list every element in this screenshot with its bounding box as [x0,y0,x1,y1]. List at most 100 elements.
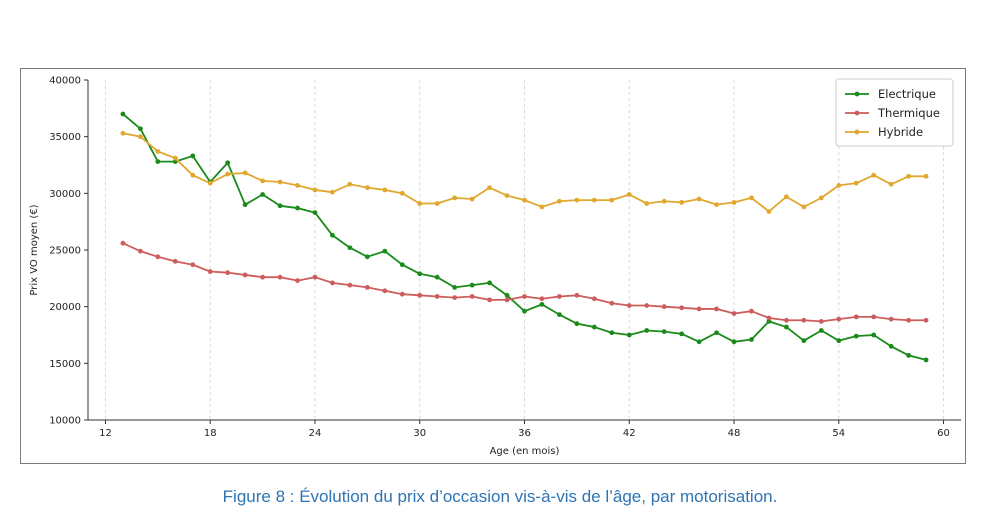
data-point-thermique-59 [923,317,929,323]
data-point-thermique-51 [784,317,789,323]
y-tick-label-25000: 25000 [49,246,81,257]
data-point-electrique-24 [312,210,318,216]
y-axis-label: Prix VO moyen (€) [29,204,40,295]
data-point-hybride-50 [766,209,772,214]
data-point-hybride-27 [364,185,370,191]
data-point-electrique-51 [784,324,789,330]
legend-label-thermique: Thermique [877,106,940,120]
data-point-electrique-45 [679,331,685,337]
x-tick-label-12: 12 [99,428,112,439]
data-point-thermique-44 [661,304,667,310]
data-point-thermique-53 [818,319,824,324]
series-hybride [120,130,929,214]
data-point-electrique-21 [260,192,265,197]
y-tick-label-35000: 35000 [49,132,81,143]
data-point-thermique-35 [504,297,510,303]
data-point-hybride-52 [801,204,807,210]
data-point-thermique-19 [225,270,231,276]
data-point-thermique-22 [277,274,283,280]
data-point-electrique-37 [539,302,545,307]
data-point-hybride-28 [382,187,388,193]
data-point-electrique-38 [557,312,562,317]
data-point-electrique-53 [818,328,824,333]
data-point-hybride-51 [784,194,789,200]
data-point-electrique-35 [504,292,510,298]
data-point-electrique-42 [626,332,632,338]
data-point-hybride-57 [888,181,894,187]
x-tick-label-48: 48 [728,428,741,439]
data-point-electrique-19 [225,160,231,166]
data-point-hybride-34 [487,185,492,191]
data-point-hybride-55 [853,180,859,186]
data-point-hybride-19 [225,171,231,177]
data-point-electrique-27 [364,254,370,260]
data-point-hybride-18 [207,180,213,186]
data-point-thermique-47 [714,306,719,312]
data-point-thermique-18 [207,269,213,274]
data-point-electrique-39 [574,321,580,327]
data-point-hybride-21 [260,178,265,184]
data-point-hybride-20 [242,170,248,176]
data-point-thermique-15 [155,254,161,260]
data-point-thermique-58 [906,317,912,323]
data-point-electrique-33 [469,282,475,288]
data-point-electrique-57 [888,343,894,349]
data-point-thermique-43 [644,303,650,308]
data-point-thermique-52 [801,317,807,323]
data-point-thermique-38 [557,294,562,299]
x-tick-label-42: 42 [623,428,636,439]
data-point-thermique-28 [382,288,388,294]
data-point-electrique-28 [382,248,388,254]
x-axis-label: Age (en mois) [490,446,560,457]
legend-marker-electrique [854,91,860,97]
x-tick-label-18: 18 [204,428,217,439]
data-point-thermique-16 [172,258,178,264]
x-tick-label-30: 30 [413,428,426,439]
data-point-thermique-33 [469,294,475,299]
data-point-hybride-45 [679,200,685,205]
data-point-electrique-58 [906,353,912,358]
data-point-hybride-42 [626,192,632,197]
data-point-electrique-31 [434,274,440,280]
line-chart: 12 18 24 30 36 42 48 54 60 10000 15000 20000 25000 30… [29,76,961,457]
data-point-hybride-32 [452,195,458,201]
data-point-thermique-36 [522,294,527,299]
data-point-hybride-13 [120,130,126,136]
data-point-electrique-50 [766,319,772,324]
data-point-thermique-30 [417,292,423,298]
y-tick-label-20000: 20000 [49,302,81,313]
data-point-thermique-50 [766,315,772,321]
data-point-electrique-46 [696,339,702,345]
data-point-thermique-49 [749,308,754,314]
data-point-electrique-52 [801,338,807,344]
data-point-thermique-45 [679,305,685,311]
y-tick-label-40000: 40000 [49,76,81,87]
data-point-electrique-29 [399,262,405,268]
data-point-hybride-49 [749,195,754,201]
data-point-hybride-41 [609,197,615,203]
data-point-thermique-37 [539,296,545,302]
grid-layer [104,80,945,420]
data-point-thermique-55 [853,314,859,320]
y-tick-label-30000: 30000 [49,189,81,200]
data-point-hybride-30 [417,201,423,206]
data-point-electrique-56 [871,332,877,338]
data-point-electrique-47 [714,330,719,336]
data-point-hybride-47 [714,202,719,208]
data-point-hybride-16 [172,155,178,161]
data-point-thermique-13 [120,240,126,246]
data-point-hybride-23 [295,183,300,188]
data-point-hybride-48 [731,200,737,205]
legend-marker-hybride [854,129,860,135]
data-point-electrique-59 [923,357,929,363]
y-tick-label-15000: 15000 [49,359,81,370]
data-point-hybride-43 [644,201,650,206]
data-point-hybride-38 [557,198,562,204]
data-point-hybride-40 [591,197,597,203]
data-point-hybride-33 [469,196,475,202]
data-point-thermique-34 [487,297,492,303]
data-point-hybride-59 [923,173,929,179]
data-point-hybride-44 [661,198,667,204]
data-point-hybride-36 [522,197,527,203]
legend-marker-thermique [854,110,860,116]
